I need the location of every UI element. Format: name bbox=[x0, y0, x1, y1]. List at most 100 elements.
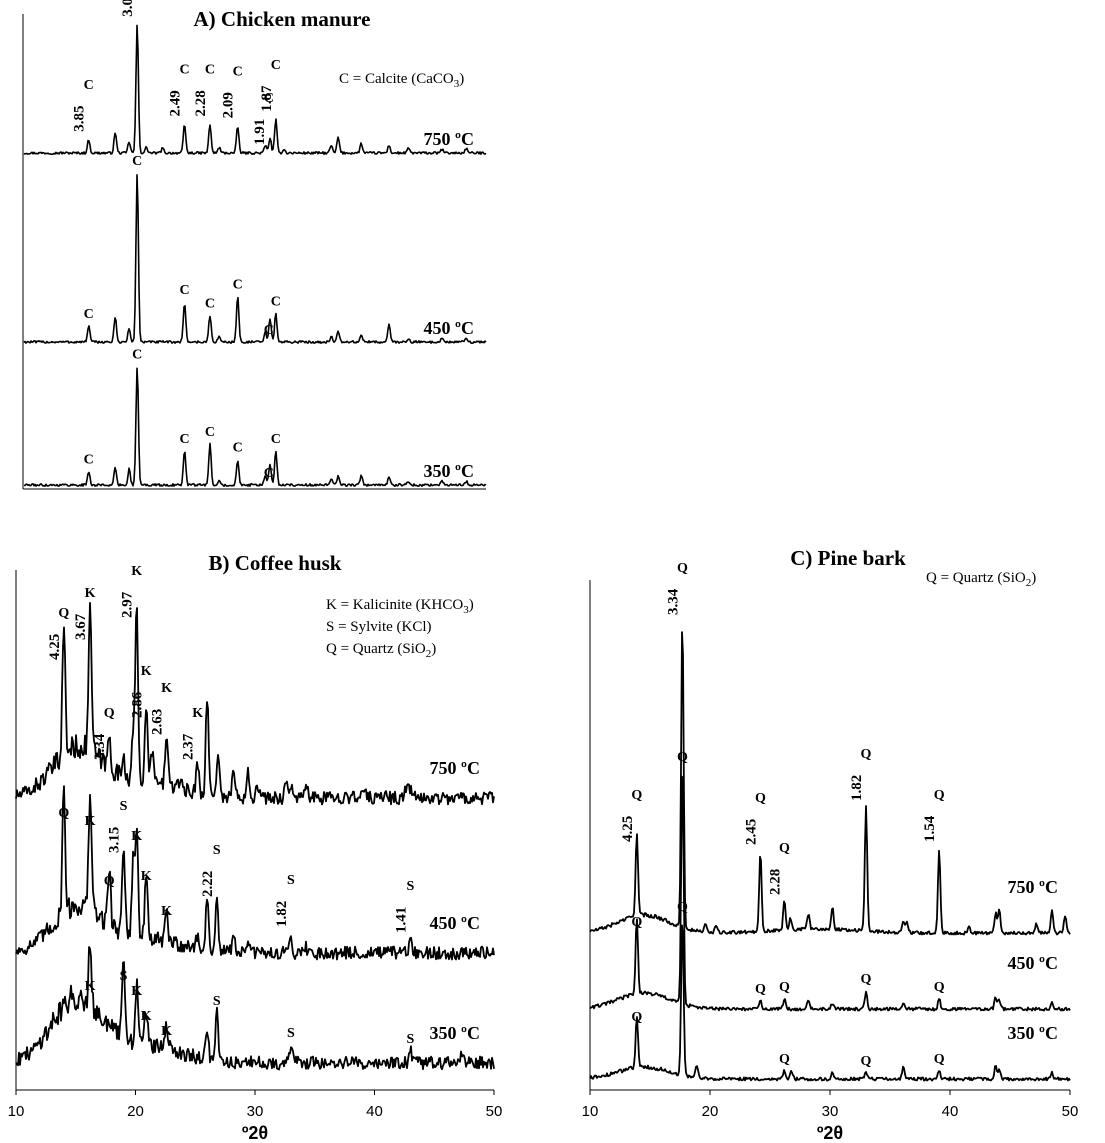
phase-marker: C bbox=[264, 466, 274, 481]
x-tick-label: 40 bbox=[366, 1103, 383, 1120]
diffraction-pattern bbox=[24, 368, 486, 486]
phase-marker: K bbox=[141, 869, 152, 884]
pattern-pine-0: 750 ºC 4.25 Q 3.34 Q 2.45 Q 2.28 Q 1.82 Q 1.54 Q bbox=[590, 561, 1070, 934]
legend-entry: Q = Quartz (SiO2) bbox=[326, 641, 436, 660]
phase-marker: K bbox=[161, 681, 172, 696]
phase-marker: C bbox=[233, 277, 243, 292]
phase-marker: K bbox=[131, 829, 142, 844]
temperature-label: 750 ºC bbox=[1008, 877, 1058, 897]
d-spacing-label: 4.25 bbox=[620, 816, 636, 842]
temperature-label: 750 ºC bbox=[424, 129, 474, 149]
phase-marker: S bbox=[406, 1032, 414, 1047]
d-spacing-label: 2.22 bbox=[200, 871, 216, 897]
x-tick-label: 50 bbox=[1062, 1103, 1079, 1120]
x-tick-label: 20 bbox=[702, 1103, 719, 1120]
x-axis-title: º2θ bbox=[817, 1123, 843, 1143]
phase-marker: C bbox=[233, 65, 243, 80]
phase-marker: Q bbox=[677, 900, 688, 915]
phase-marker: C bbox=[205, 63, 215, 78]
phase-marker: Q bbox=[861, 972, 872, 987]
phase-marker: C bbox=[271, 295, 281, 310]
phase-marker: Q bbox=[779, 980, 790, 995]
legend-entry: Q = Quartz (SiO2) bbox=[926, 570, 1036, 589]
d-spacing-label: 1.82 bbox=[274, 901, 290, 927]
d-spacing-label: 2.45 bbox=[743, 819, 759, 845]
phase-marker: C bbox=[84, 307, 94, 322]
d-spacing-label: 2.09 bbox=[221, 92, 237, 118]
phase-marker: S bbox=[213, 994, 221, 1009]
pattern-chicken-2: 350 ºCCCC CCCC bbox=[24, 347, 486, 486]
temperature-label: 750 ºC bbox=[430, 758, 480, 778]
temperature-label: 450 ºC bbox=[430, 913, 480, 933]
phase-marker: K bbox=[141, 1009, 152, 1024]
phase-marker: Q bbox=[861, 747, 872, 762]
legend-entry: S = Sylvite (KCl) bbox=[326, 619, 432, 635]
d-spacing-label: 3.85 bbox=[72, 105, 88, 131]
phase-marker: Q bbox=[104, 706, 115, 721]
phase-marker: Q bbox=[631, 915, 642, 930]
phase-marker: S bbox=[120, 799, 128, 814]
d-spacing-label: 3.34 bbox=[665, 588, 681, 615]
d-spacing-label: 3.15 bbox=[107, 827, 123, 853]
d-spacing-label: 3.34 bbox=[92, 733, 108, 760]
phase-marker: Q bbox=[58, 806, 69, 821]
x-tick-label: 10 bbox=[8, 1103, 25, 1120]
phase-marker: C bbox=[205, 425, 215, 440]
d-spacing-label: 3.67 bbox=[73, 613, 89, 640]
phase-marker: C bbox=[271, 58, 281, 73]
phase-marker: Q bbox=[861, 1054, 872, 1069]
x-axis-title: º2θ bbox=[242, 1123, 268, 1143]
d-spacing-label: 1.41 bbox=[393, 907, 409, 933]
phase-marker: K bbox=[85, 586, 96, 601]
phase-marker: C bbox=[264, 323, 274, 338]
phase-marker: Q bbox=[58, 606, 69, 621]
x-tick-label: 50 bbox=[486, 1103, 503, 1120]
d-spacing-label: 2.28 bbox=[767, 869, 783, 895]
phase-marker: S bbox=[406, 879, 414, 894]
d-spacing-label: 1.82 bbox=[849, 775, 865, 801]
x-tick-label: 30 bbox=[247, 1103, 264, 1120]
panel-title: A) Chicken manure bbox=[194, 7, 371, 31]
phase-marker: Q bbox=[677, 750, 688, 765]
x-tick-label: 20 bbox=[127, 1103, 144, 1120]
diffraction-pattern bbox=[590, 925, 1070, 1080]
diffraction-pattern bbox=[16, 786, 494, 959]
d-spacing-label: 1.54 bbox=[922, 815, 938, 842]
panel-chicken: A) Chicken manure C = Calcite (CaCO3) 750 … bbox=[23, 0, 486, 489]
panel-title: B) Coffee husk bbox=[208, 551, 341, 575]
phase-marker: C bbox=[271, 432, 281, 447]
panel-coffee: 10 20 30 40 50 º2θ B) Coffee husk K = Kalicinit… bbox=[8, 551, 503, 1143]
legend-entry: K = Kalicinite (KHCO3) bbox=[326, 597, 474, 616]
temperature-label: 450 ºC bbox=[1008, 953, 1058, 973]
phase-marker: Q bbox=[677, 561, 688, 576]
phase-marker: S bbox=[213, 843, 221, 858]
phase-marker: K bbox=[161, 904, 172, 919]
panel-pine: 10 20 30 40 50 º2θ C) Pine bark Q = Quartz (SiO… bbox=[582, 546, 1079, 1143]
d-spacing-label: 2.97 bbox=[120, 591, 136, 618]
x-tick-label: 40 bbox=[942, 1103, 959, 1120]
d-spacing-label: 2.86 bbox=[129, 691, 145, 718]
diffraction-pattern bbox=[16, 947, 494, 1070]
legend-entry: C = Calcite (CaCO3) bbox=[339, 71, 464, 90]
d-spacing-label: 2.49 bbox=[168, 90, 184, 116]
d-spacing-label: 1.91 bbox=[252, 119, 268, 145]
d-spacing-label: 2.28 bbox=[193, 90, 209, 116]
phase-marker: K bbox=[85, 979, 96, 994]
phase-marker: C bbox=[179, 63, 189, 78]
phase-marker: Q bbox=[934, 980, 945, 995]
phase-marker: C bbox=[233, 440, 243, 455]
phase-marker: K bbox=[141, 664, 152, 679]
phase-marker: C bbox=[132, 347, 142, 362]
phase-marker: S bbox=[287, 873, 295, 888]
phase-marker: K bbox=[192, 706, 203, 721]
phase-marker: C bbox=[132, 154, 142, 169]
phase-marker: Q bbox=[631, 1010, 642, 1025]
phase-marker: K bbox=[131, 984, 142, 999]
temperature-label: 350 ºC bbox=[1008, 1023, 1058, 1043]
d-spacing-label: 3.03 bbox=[120, 0, 136, 17]
d-spacing-label: 2.37 bbox=[181, 733, 197, 760]
phase-marker: Q bbox=[755, 791, 766, 806]
